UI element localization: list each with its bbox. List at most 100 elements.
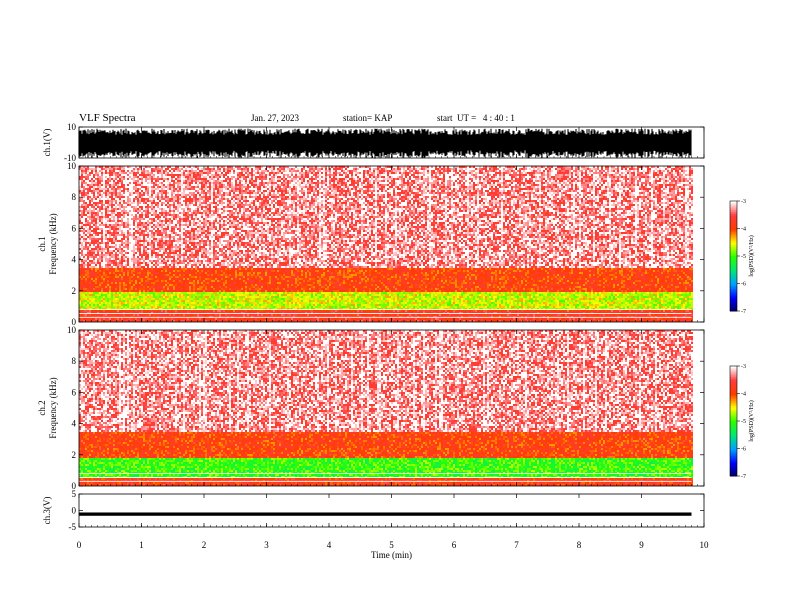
ch1-spec-cell xyxy=(131,178,133,180)
ch1-spec-cell xyxy=(107,216,109,218)
ch1-spec-cell xyxy=(151,300,153,302)
ch1-spec-cell xyxy=(99,208,101,210)
ch1-spec-cell xyxy=(115,254,117,256)
ch1-spec-cell xyxy=(157,236,159,238)
ch1-spec-cell xyxy=(167,238,169,240)
ch1-spec-cell xyxy=(87,222,89,224)
ch1-spec-cell xyxy=(101,256,103,258)
ch1-spec-cell xyxy=(123,262,125,264)
ch1-spec-cell xyxy=(157,192,159,194)
ch1-spec-cell xyxy=(161,230,163,232)
ch1-spec-cell xyxy=(151,216,153,218)
ch1-spec-cell xyxy=(105,256,107,258)
ch1-spec-cell xyxy=(129,190,131,192)
ch1-spec-cell xyxy=(109,214,111,216)
ch1-spec-cell xyxy=(163,184,165,186)
ch1-spec-cell xyxy=(119,208,121,210)
ch1-spec-cell xyxy=(99,296,101,298)
ch1-spec-cell xyxy=(97,230,99,232)
ch1-spec-cell xyxy=(141,180,143,182)
ch1-spec-cell xyxy=(81,282,83,284)
ch1-spec-cell xyxy=(87,220,89,222)
ch1-spec-cell xyxy=(93,262,95,264)
ch1-spec-cell xyxy=(93,300,95,302)
ch1-spec-cell xyxy=(115,294,117,296)
ch1-spec-cell xyxy=(111,170,113,172)
ch1-spec-cell xyxy=(91,258,93,260)
ch1-spec-cell xyxy=(161,168,163,170)
ch1-spec-cell xyxy=(107,274,109,276)
ch1-spec-cell xyxy=(159,172,161,174)
ch1-spec-cell xyxy=(117,266,119,268)
ch1-spec-cell xyxy=(131,218,133,220)
ch1-spec-cell xyxy=(81,182,83,184)
ch1-spec-cell xyxy=(131,290,133,292)
ch1-spec-cell xyxy=(93,184,95,186)
ch1-spec-cell xyxy=(149,294,151,296)
ch1-spec-cell xyxy=(113,186,115,188)
ch1-spec-cell xyxy=(149,256,151,258)
ch1-spec-cell xyxy=(149,242,151,244)
ch1-spec-cell xyxy=(163,240,165,242)
ch1-spec-cell xyxy=(141,262,143,264)
ch1-spec-cell xyxy=(139,280,141,282)
ch1-spec-cell xyxy=(151,256,153,258)
ch1-spec-cell xyxy=(125,170,127,172)
ch1-spec-cell xyxy=(155,284,157,286)
ch1-spec-cell xyxy=(143,226,145,228)
ch1-spec-cell xyxy=(103,182,105,184)
ch1-spec-cell xyxy=(117,264,119,266)
ch1-spec-cell xyxy=(155,168,157,170)
ch1-spec-cell xyxy=(121,168,123,170)
ch1-spec-cell xyxy=(141,186,143,188)
ch1-spec-cell xyxy=(97,244,99,246)
ch1-spec-cell xyxy=(151,304,153,306)
ch1-spec-cell xyxy=(81,188,83,190)
ch1-spec-cell xyxy=(167,240,169,242)
ch1-spec-cell xyxy=(141,274,143,276)
ch1-spec-cell xyxy=(163,220,165,222)
ch1-spec-cell xyxy=(161,270,163,272)
ch1-spec-cell xyxy=(151,196,153,198)
ch1-spec-cell xyxy=(167,206,169,208)
ch1-spec-cell xyxy=(115,284,117,286)
ch1-spec-cell xyxy=(83,240,85,242)
ch1-spec-cell xyxy=(115,194,117,196)
ch1-spec-cell xyxy=(139,302,141,304)
ch1-spec-cell xyxy=(137,208,139,210)
ch1-spec-cell xyxy=(119,184,121,186)
ch1-spec-cell xyxy=(125,230,127,232)
ch1-spec-cell xyxy=(145,286,147,288)
ch1-spec-cell xyxy=(129,192,131,194)
ch1-spec-cell xyxy=(119,280,121,282)
ch1-spec-cell xyxy=(115,244,117,246)
ch1-spec-cell xyxy=(161,294,163,296)
ch1-spec-cell xyxy=(159,170,161,172)
ch1-spec-cell xyxy=(97,204,99,206)
ch1-spec-cell xyxy=(121,208,123,210)
ch1-spec-cell xyxy=(95,264,97,266)
ch1-spec-cell xyxy=(95,284,97,286)
ch1-spec-cell xyxy=(137,272,139,274)
ch1-spec-cell xyxy=(145,200,147,202)
ch1-spec-cell xyxy=(83,184,85,186)
ch1-spec-cell xyxy=(123,208,125,210)
ch1-spec-cell xyxy=(157,224,159,226)
ch1-spec-cell xyxy=(83,286,85,288)
ch1-spec-cell xyxy=(97,200,99,202)
ch1-spec-cell xyxy=(169,178,171,180)
ch1-spec-cell xyxy=(157,298,159,300)
ch1-spec-cell xyxy=(123,292,125,294)
ch1-spec-cell xyxy=(125,246,127,248)
ch1-spec-cell xyxy=(117,204,119,206)
ch1-spec-cell xyxy=(169,202,171,204)
ch1-spec-cell xyxy=(153,192,155,194)
ch1-spec-cell xyxy=(157,198,159,200)
ch1-spec-cell xyxy=(123,182,125,184)
ch1-spec-cell xyxy=(169,240,171,242)
ch1-spec-cell xyxy=(103,290,105,292)
ch1-spec-cell xyxy=(169,228,171,230)
ch1-spec-cell xyxy=(99,184,101,186)
ch1-spec-cell xyxy=(121,252,123,254)
ch1-spec-cell xyxy=(139,222,141,224)
